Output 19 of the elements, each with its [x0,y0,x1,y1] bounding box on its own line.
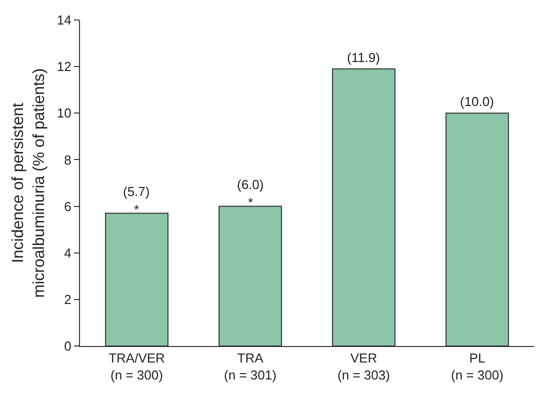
x-tick-label: VER (n = 303) [338,350,390,382]
y-tick-label: 14 [56,12,72,28]
y-tick-label: 0 [64,338,72,354]
x-tick-label: PL (n = 300) [451,350,504,382]
annotation: * [248,195,254,210]
x-tick-label: TRA (n = 301) [224,350,276,382]
y-tick-label: 4 [64,245,72,260]
data-label: (11.9) [347,50,380,65]
data-label: (5.7) [123,184,150,199]
y-tick-label: 10 [56,106,72,121]
data-label: (6.0) [237,177,264,192]
annotation: * [134,202,140,217]
y-axis-title: Incidence of persistent microalbuminuria (% of patients) [10,68,48,298]
y-tick-label: 8 [64,152,72,168]
y-tick-label: 2 [64,292,72,307]
y-tick-label: 12 [56,59,72,74]
x-tick-label: TRA/VER (n = 300) [108,350,165,382]
data-label: (10.0) [460,94,494,109]
y-tick-label: 6 [64,198,72,214]
